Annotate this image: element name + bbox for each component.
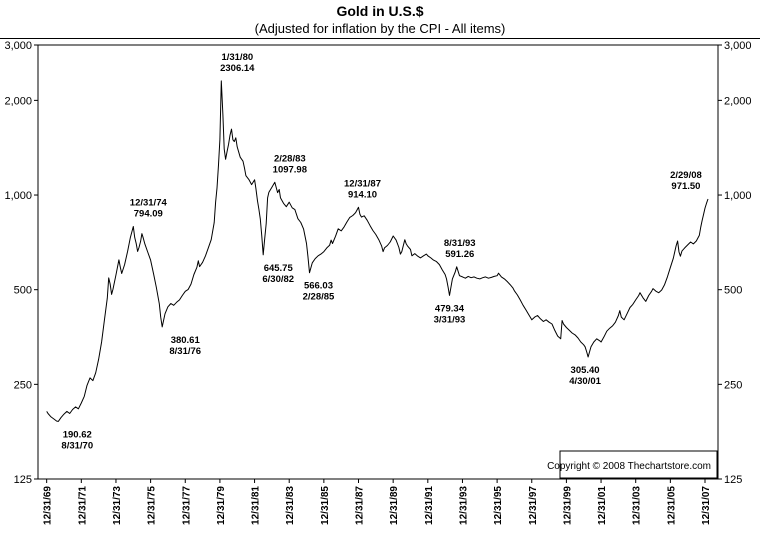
annotation-line1: 645.75 (264, 263, 294, 274)
x-tick-label: 12/31/79 (216, 486, 227, 525)
annotation-line1: 2/28/83 (274, 153, 306, 164)
annotation-line1: 305.40 (571, 365, 600, 376)
x-tick-label: 12/31/73 (112, 486, 123, 525)
chart-subtitle: (Adjusted for inflation by the CPI - All… (254, 21, 506, 36)
annotation-line2: 4/30/01 (569, 376, 601, 387)
annotation-line1: 12/31/87 (344, 178, 381, 189)
y-tick-label-right: 500 (724, 285, 742, 297)
x-tick-label: 12/31/81 (251, 486, 262, 525)
y-tick-label-left: 3,000 (4, 40, 32, 52)
annotation-line1: 8/31/93 (444, 238, 476, 249)
x-tick-label: 12/31/91 (424, 486, 435, 525)
y-tick-label-right: 2,000 (724, 95, 752, 107)
annotation-line1: 12/31/74 (130, 198, 168, 209)
x-tick-label: 12/31/85 (320, 486, 331, 525)
annotation-line2: 2306.14 (220, 63, 255, 74)
y-tick-label-right: 250 (724, 379, 742, 391)
annotation-line1: 1/31/80 (221, 52, 253, 63)
x-tick-label: 12/31/99 (562, 486, 573, 525)
x-tick-label: 12/31/01 (597, 486, 608, 525)
plot-area: 3,000 3,000 2,000 2,000 1,000 1,000 500 500 250 2… (4, 40, 752, 525)
annotation-line2: 794.09 (134, 209, 163, 220)
x-tick-label: 12/31/69 (43, 486, 54, 525)
annotation-line1: 479.34 (435, 303, 465, 314)
annotation-line2: 914.10 (348, 189, 377, 200)
chart-header: Gold in U.S.$ (Adjusted for inflation by… (0, 0, 760, 39)
annotation-line2: 1097.98 (273, 164, 307, 175)
y-tick-label-left: 250 (14, 379, 32, 391)
x-tick-label: 12/31/03 (632, 486, 643, 525)
y-tick-label-left: 125 (14, 474, 32, 486)
annotation-line2: 8/31/70 (61, 440, 93, 451)
plot-border (37, 44, 719, 480)
x-tick-label: 12/31/89 (389, 486, 400, 525)
y-tick-label-right: 125 (724, 474, 742, 486)
copyright-box (559, 450, 718, 479)
x-tick-label: 12/31/83 (285, 486, 296, 525)
annotation-line2: 591.26 (445, 249, 474, 260)
y-tick-label-left: 1,000 (4, 190, 32, 202)
annotation-line1: 566.03 (304, 281, 333, 292)
annotation-line2: 6/30/82 (262, 274, 294, 285)
annotation-line1: 2/29/08 (670, 170, 702, 181)
x-tick-label: 12/31/71 (77, 486, 88, 525)
annotation-line2: 2/28/85 (303, 292, 335, 303)
y-tick-label-right: 3,000 (724, 40, 752, 52)
annotation-line1: 380.61 (171, 335, 201, 346)
y-tick-label-right: 1,000 (724, 190, 752, 202)
price-line (46, 80, 709, 422)
chart-title: Gold in U.S.$ (336, 3, 424, 19)
x-tick-label: 12/31/87 (355, 486, 366, 525)
x-tick-label: 12/31/93 (458, 486, 469, 525)
annotation-line1: 190.62 (63, 429, 92, 440)
x-tick-label: 12/31/77 (181, 486, 192, 525)
y-tick-label-left: 500 (14, 285, 32, 297)
annotation-line2: 8/31/76 (169, 346, 201, 357)
x-tick-label: 12/31/07 (701, 486, 712, 525)
annotation-line2: 3/31/93 (434, 314, 466, 325)
copyright-text: Copyright © 2008 Thechartstore.com (547, 461, 711, 472)
x-tick-label: 12/31/95 (493, 486, 504, 525)
annotation-line2: 971.50 (671, 181, 700, 192)
x-tick-label: 12/31/05 (666, 486, 677, 525)
y-tick-label-left: 2,000 (4, 95, 32, 107)
x-tick-label: 12/31/97 (528, 486, 539, 525)
x-tick-label: 12/31/75 (147, 486, 158, 525)
